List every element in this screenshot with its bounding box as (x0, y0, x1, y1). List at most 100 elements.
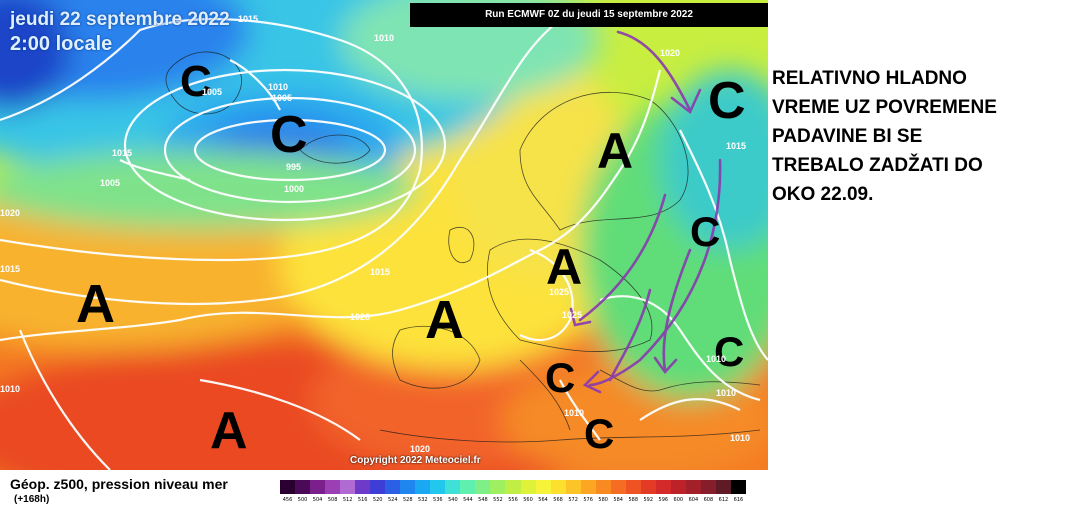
scale-label: 588 (628, 497, 638, 503)
scale-label: 616 (733, 497, 744, 503)
coastlines (165, 51, 761, 443)
geopotential-fill (0, 0, 768, 470)
scale-swatch (595, 480, 611, 494)
scale-label: 524 (387, 497, 398, 503)
scale-label: 576 (583, 497, 593, 503)
scale-label: 548 (478, 497, 488, 503)
scale-swatch (280, 480, 296, 494)
copyright-notice: Copyright 2022 Meteociel.fr (350, 455, 481, 466)
scale-swatch (535, 480, 551, 494)
scale-label: 508 (327, 497, 338, 503)
isobar-label: 1015 (0, 264, 20, 274)
isobars (0, 18, 768, 470)
scale-label: 500 (297, 497, 308, 503)
scale-label: 544 (463, 497, 473, 503)
isobar-label: 1020 (410, 444, 430, 454)
isobar-label: 1000 (284, 184, 304, 194)
scale-swatch (385, 480, 401, 494)
scale-swatch (685, 480, 701, 494)
scale-swatch (400, 480, 416, 494)
scale-swatch (370, 480, 386, 494)
scale-label: 504 (312, 497, 323, 503)
low-center: C (584, 410, 614, 457)
isobar-label: 1010 (0, 384, 20, 394)
map-canvas: C C C C C C C A A A A A 1015 1010 1005 1… (0, 0, 768, 470)
commentary-line: RELATIVNO HLADNO (772, 68, 967, 89)
scale-label: 552 (493, 497, 503, 503)
scale-swatch (505, 480, 521, 494)
high-center: A (597, 123, 633, 179)
scale-swatch (520, 480, 536, 494)
scale-swatch (655, 480, 671, 494)
scale-label: 604 (688, 497, 699, 503)
scale-swatch (670, 480, 686, 494)
flow-arrows (569, 30, 722, 394)
isobar-label: 1010 (374, 33, 394, 43)
scale-swatch (640, 480, 656, 494)
low-center: C (714, 328, 744, 375)
scale-swatch (490, 480, 506, 494)
scale-label: 520 (372, 497, 383, 503)
low-center: C (270, 106, 308, 164)
map-legend-title: Géop. z500, pression niveau mer (10, 476, 228, 492)
isobar-label: 1020 (350, 312, 370, 322)
scale-swatch (610, 480, 626, 494)
isobar-label: 1025 (549, 287, 569, 297)
scale-label: 584 (613, 497, 623, 503)
scale-swatch (340, 480, 356, 494)
isobar-label: 1020 (0, 208, 20, 218)
isobar-label: 1010 (706, 354, 726, 364)
isobar-label: 1010 (730, 433, 750, 443)
scale-swatch (310, 480, 326, 494)
scale-label: 532 (418, 497, 428, 503)
scale-label: 612 (718, 497, 729, 503)
scale-label: 512 (342, 497, 353, 503)
scale-swatch (295, 480, 311, 494)
scale-label: 564 (538, 497, 548, 503)
scale-label: 528 (402, 497, 413, 503)
pressure-centers: C C C C C C C A A A A A (76, 57, 746, 460)
high-center: A (76, 274, 115, 334)
scale-swatch (700, 480, 716, 494)
scale-label: 536 (433, 497, 443, 503)
isobar-label: 1015 (112, 148, 132, 158)
commentary-line: OKO 22.09. (772, 184, 874, 205)
isobar-label: 1010 (564, 408, 584, 418)
scale-swatch (415, 480, 431, 494)
isobar-label: 1015 (370, 267, 390, 277)
scale-label: 592 (643, 497, 654, 503)
scale-label: 456 (282, 497, 293, 503)
scale-label: 580 (598, 497, 608, 503)
scale-swatch (355, 480, 371, 494)
scale-label: 600 (673, 497, 684, 503)
low-center: C (690, 208, 720, 255)
commentary-line: PADAVINE BI SE (772, 126, 923, 147)
weather-map: C C C C C C C A A A A A 1015 1010 1005 1… (0, 0, 768, 470)
scale-label: 560 (523, 497, 533, 503)
forecast-lead-time: (+168h) (14, 494, 50, 505)
scale-label: 608 (703, 497, 714, 503)
color-scale-labels: 456 500 504 508 512 516 520 524 528 532 536 540 544 5… (280, 497, 746, 503)
isobar-values: 1015 1010 1005 1015 1010 1005 995 1000 1… (0, 14, 750, 454)
scale-swatch (565, 480, 581, 494)
scale-swatch (430, 480, 446, 494)
isobar-label: 1010 (716, 388, 736, 398)
isobar-label: 1010 (268, 82, 288, 92)
low-center: C (545, 354, 575, 401)
scale-swatch (730, 480, 746, 494)
isobar-label: 1015 (238, 14, 258, 24)
isobar-label: 995 (286, 162, 301, 172)
scale-swatch (550, 480, 566, 494)
isobar-label: 1005 (202, 87, 222, 97)
scale-swatch (325, 480, 341, 494)
low-center: C (708, 72, 746, 130)
scale-label: 568 (553, 497, 563, 503)
forecast-time: 2:00 locale (10, 33, 113, 55)
commentary-line: TREBALO ZADŽATI DO (772, 155, 983, 176)
isobar-label: 1005 (100, 178, 120, 188)
isobar-label: 1005 (272, 93, 292, 103)
scale-swatch (445, 480, 461, 494)
scale-label: 516 (357, 497, 368, 503)
commentary-line: VREME UZ POVREMENE (772, 97, 997, 118)
scale-swatch (580, 480, 596, 494)
